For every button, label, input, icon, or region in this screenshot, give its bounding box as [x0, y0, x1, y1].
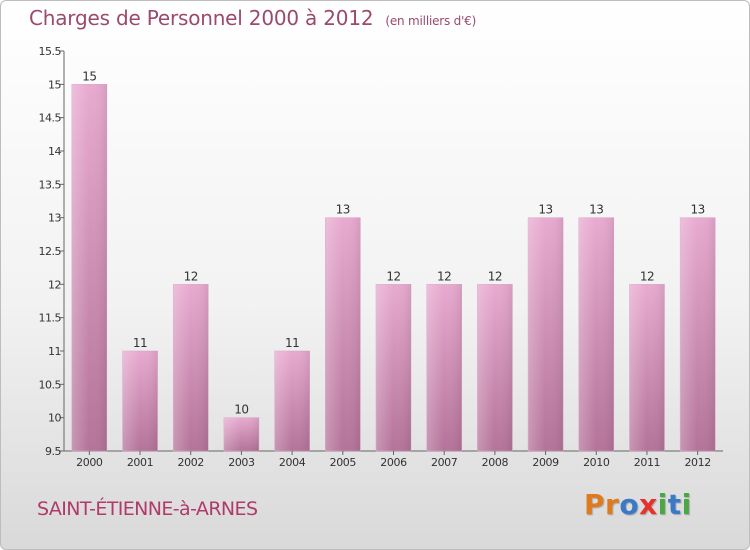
chart-unit: (en milliers d'€) [385, 14, 477, 28]
bar-highlight [680, 217, 716, 451]
bar-value-label: 13 [336, 203, 350, 217]
bar-value-label: 15 [82, 69, 96, 83]
x-tick-label: 2005 [330, 456, 357, 469]
proxiti-logo: Proxiti [584, 488, 692, 521]
x-tick-label: 2000 [76, 456, 103, 469]
bar-value-label: 11 [285, 336, 299, 350]
x-tick-label: 2009 [532, 456, 559, 469]
logo-letter: x [639, 488, 658, 521]
logo-letter: r [605, 488, 620, 521]
chart-title-text: Charges de Personnel 2000 à 2012 [29, 6, 374, 30]
commune-name: SAINT-ÉTIENNE-à-ARNES [37, 498, 258, 520]
x-tick-label: 2001 [127, 456, 153, 469]
x-tick-label: 2002 [178, 456, 204, 469]
y-tick-label: 15.5 [39, 45, 62, 58]
bar-highlight [629, 284, 665, 451]
bar-highlight [274, 351, 310, 451]
x-tick-label: 2012 [684, 456, 710, 469]
bar-value-label: 12 [640, 269, 654, 283]
chart-title: Charges de Personnel 2000 à 2012 (en mill… [29, 6, 476, 30]
y-tick-label: 13.5 [39, 178, 62, 191]
bar-highlight [376, 284, 411, 451]
x-tick-label: 2007 [431, 456, 458, 469]
x-tick-label: 2004 [279, 456, 306, 469]
bar-value-label: 12 [488, 269, 502, 283]
y-tick-label: 11.5 [39, 312, 62, 325]
bar-value-label: 11 [133, 336, 147, 350]
bar-highlight [173, 284, 209, 451]
x-tick-label: 2003 [228, 456, 255, 469]
y-tick-label: 14.5 [39, 112, 62, 125]
bar-value-label: 12 [386, 269, 400, 283]
y-tick-label: 10 [48, 412, 61, 425]
bar-highlight [426, 284, 462, 451]
y-tick-label: 15 [48, 78, 61, 91]
x-tick-label: 2008 [482, 456, 509, 469]
bar-value-label: 13 [538, 203, 552, 217]
bar-value-label: 13 [589, 203, 603, 217]
bar-highlight [71, 84, 107, 451]
y-tick-label: 13 [48, 212, 61, 225]
x-tick-label: 2011 [634, 456, 660, 469]
logo-letter: t [667, 488, 682, 521]
bar-value-label: 12 [437, 269, 451, 283]
y-tick-label: 12.5 [39, 245, 62, 258]
x-tick-label: 2006 [380, 456, 407, 469]
y-tick-label: 10.5 [39, 378, 62, 391]
bar-value-label: 13 [691, 203, 705, 217]
x-tick-label: 2010 [583, 456, 610, 469]
bar-highlight [477, 284, 513, 451]
y-tick-label: 9.5 [45, 445, 61, 458]
bar-highlight [122, 351, 158, 451]
bar-highlight [578, 217, 614, 451]
bar-value-label: 10 [234, 403, 248, 417]
logo-letter: P [584, 488, 606, 521]
logo-letter: o [619, 488, 640, 521]
logo-letter: i [681, 488, 692, 521]
bar-value-label: 12 [184, 269, 198, 283]
logo-letter: i [657, 488, 668, 521]
bar-highlight [223, 417, 259, 451]
y-tick-label: 14 [48, 145, 61, 158]
bar-highlight [325, 217, 361, 451]
y-tick-label: 11 [48, 345, 61, 358]
bar-highlight [528, 217, 564, 451]
y-tick-label: 12 [48, 278, 61, 291]
